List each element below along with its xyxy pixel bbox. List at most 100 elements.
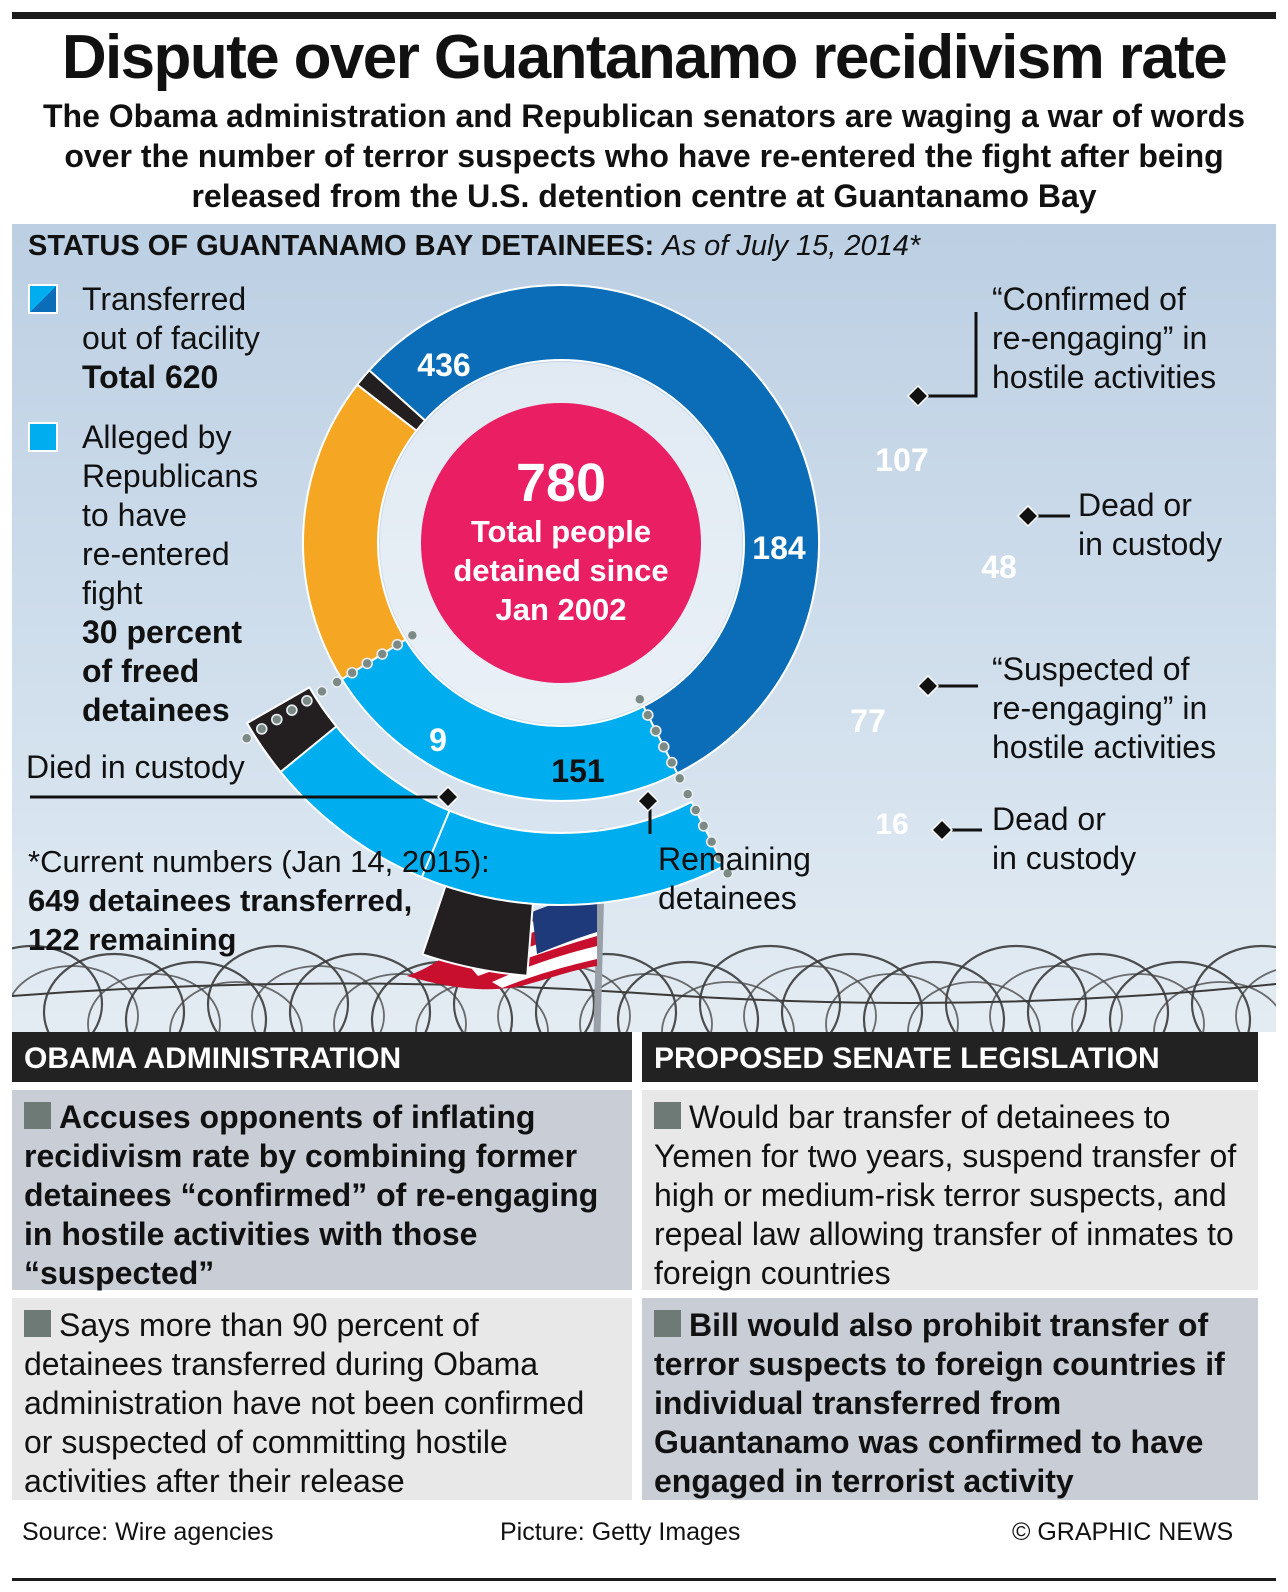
wire-bead <box>681 788 694 801</box>
legend-alleged: Alleged by Republicans to have re-entere… <box>82 419 259 728</box>
senate-item-2: Bill would also prohibit transfer of ter… <box>642 1298 1258 1500</box>
wire-coil <box>206 944 350 1032</box>
wire-coil <box>944 944 1088 1032</box>
obama-header: Obama Administration <box>12 1032 632 1082</box>
label-9: 9 <box>429 722 447 758</box>
legend-swatch-alleged <box>28 422 58 452</box>
label-dead-confirmed: Dead or in custody <box>1078 487 1223 562</box>
wire-bead <box>331 676 343 688</box>
obama-item-1: Accuses opponents of inflating recidivis… <box>12 1090 632 1291</box>
wire-coil <box>1235 969 1276 1032</box>
senate-item-1: Would bar transfer of detainees to Yemen… <box>642 1090 1258 1291</box>
leader-lines <box>30 312 1070 842</box>
wire-coil <box>42 952 186 1032</box>
wire-bead <box>697 820 710 832</box>
wire-bead <box>634 693 646 706</box>
leader-suspected-diamond <box>916 674 940 698</box>
obama-panel: Obama Administration Accuses opponents o… <box>12 1032 632 1500</box>
bullet-square-icon <box>654 1102 681 1129</box>
wire-coil <box>124 960 268 1032</box>
center-circle <box>421 403 701 683</box>
top-rule <box>12 12 1276 19</box>
wire-bead <box>346 666 358 679</box>
wire-coil <box>169 981 303 1032</box>
footer-source: Source: Wire agencies <box>22 1518 274 1546</box>
leader-confirmed <box>918 312 978 398</box>
wire-bead <box>657 740 670 753</box>
wire-coil <box>661 981 795 1032</box>
label-suspected: “Suspected of re-engaging” in hostile ac… <box>992 651 1217 765</box>
wire-coil <box>534 952 678 1032</box>
bullet-square-icon <box>24 1310 51 1337</box>
wire-coil <box>87 973 221 1032</box>
legend-transferred: Transferred out of facility Total 620 <box>82 281 260 395</box>
wire-coil <box>1108 960 1252 1032</box>
wire-coil <box>780 952 924 1032</box>
wire-coil <box>251 965 385 1032</box>
segment-died <box>355 368 427 433</box>
leader-remaining-diamond <box>636 789 660 813</box>
wire-bead <box>406 629 419 642</box>
leader-dead-suspected-diamond <box>930 818 954 842</box>
center-label-2: detained since <box>453 553 668 588</box>
leader-confirmed-diamond <box>906 384 930 408</box>
label-remaining: Remaining detainees <box>658 841 811 916</box>
wire-coil <box>1190 944 1276 1032</box>
legend-swatch-transferred <box>28 284 58 314</box>
label-16: 16 <box>875 808 908 841</box>
chart-heading: Status of Guantanamo Bay Detainees: As o… <box>28 230 920 263</box>
wire-coil <box>12 944 104 1032</box>
center-label-1: Total people <box>471 514 651 549</box>
donut-chart: 436 184 151 9 107 77 48 16 780 Total peo… <box>12 284 1276 1032</box>
barbed-wire-background <box>12 944 1276 1032</box>
leader-died-diamond <box>436 785 460 809</box>
chart-title: Status of Guantanamo Bay Detainees: <box>28 230 655 262</box>
wire-coil <box>1026 952 1170 1032</box>
wire-bead <box>255 723 268 735</box>
senate-panel: Proposed Senate Legislation Would bar tr… <box>642 1032 1258 1500</box>
wire-bead <box>665 756 678 769</box>
label-151: 151 <box>551 753 604 789</box>
label-436: 436 <box>417 347 470 383</box>
wire-bead <box>361 657 373 670</box>
bottom-rule <box>12 1578 1276 1581</box>
wire-coil <box>862 960 1006 1032</box>
wire-coil <box>12 965 139 1032</box>
wire-bead <box>649 725 662 737</box>
wire-bead <box>391 638 404 651</box>
wire-coil <box>989 965 1123 1032</box>
wire-bead <box>316 685 328 698</box>
wire-coil <box>698 944 842 1032</box>
wire-bead <box>301 695 313 707</box>
leader-dead-confirmed-diamond <box>1016 504 1040 528</box>
page-subtitle: The Obama administration and Republican … <box>42 98 1246 214</box>
center-value: 780 <box>516 453 606 513</box>
label-107: 107 <box>875 442 928 478</box>
chart-date: As of July 15, 2014* <box>662 230 921 262</box>
ring-value-labels: 436 184 151 9 107 77 48 16 <box>417 347 1016 841</box>
wire-coil <box>616 960 760 1032</box>
label-77: 77 <box>850 703 886 739</box>
wire-bead <box>286 704 298 716</box>
wire-bead <box>705 835 718 848</box>
wire-bead <box>721 867 734 880</box>
wire-bead <box>376 648 389 660</box>
segment-dead-confirmed <box>421 884 534 977</box>
label-confirmed: “Confirmed of re-engaging” in hostile ac… <box>992 281 1217 395</box>
wire-coil <box>1153 981 1276 1032</box>
wire-coil <box>1071 973 1205 1032</box>
wire-bead <box>240 732 253 745</box>
label-48: 48 <box>981 549 1017 585</box>
wire-coil <box>415 981 549 1032</box>
segment-dead-suspected <box>245 685 338 774</box>
label-died-in-custody: Died in custody <box>26 749 245 785</box>
page-title: Dispute over Guantanamo recidivism rate <box>61 23 1228 92</box>
wire-coil <box>743 965 877 1032</box>
wire-bead <box>642 709 654 721</box>
wire-bead <box>713 851 726 864</box>
wire-coil <box>907 981 1041 1032</box>
footnote: *Current numbers (Jan 14, 2015): 649 det… <box>28 844 490 957</box>
center-total: 780 Total people detained since Jan 2002 <box>421 403 701 683</box>
bullet-square-icon <box>654 1310 681 1337</box>
segment-transferred <box>367 284 820 775</box>
